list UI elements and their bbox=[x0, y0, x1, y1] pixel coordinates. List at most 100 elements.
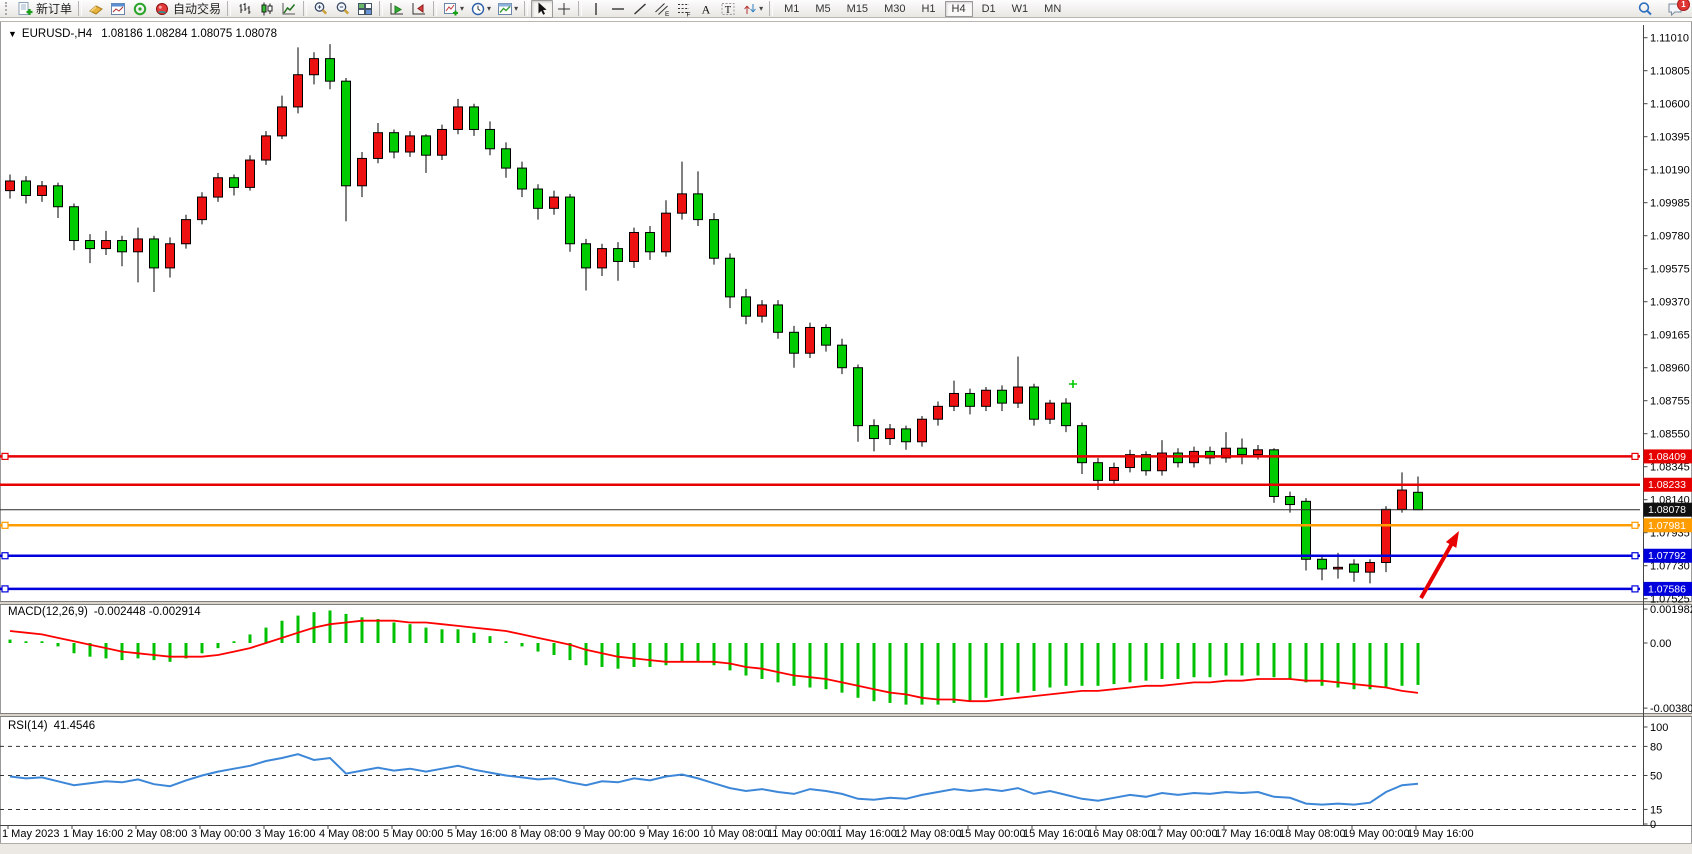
timeframe-H4[interactable]: H4 bbox=[944, 0, 973, 17]
chart-window-button[interactable] bbox=[107, 0, 129, 18]
notifications-button[interactable]: 1 bbox=[1664, 0, 1690, 18]
chart-window-icon bbox=[111, 2, 126, 15]
timeframe-group: M1 M5 M15 M30 H1 H4 D1 W1 MN bbox=[776, 0, 1069, 17]
hline-handle[interactable] bbox=[1631, 521, 1639, 529]
candle-bear bbox=[821, 326, 831, 346]
one-click-trading-arrow[interactable]: ▼ bbox=[8, 29, 17, 39]
price-badge-text: 1.07792 bbox=[1648, 550, 1686, 562]
hline-handle[interactable] bbox=[1, 552, 9, 560]
candle-bear bbox=[869, 425, 879, 440]
rsi-name: RSI(14) bbox=[8, 720, 48, 732]
ohlc-values-text: 1.08186 1.08284 1.08075 1.08078 bbox=[101, 28, 278, 40]
new-order-button[interactable]: 新订单 bbox=[14, 0, 75, 18]
search-icon bbox=[1638, 1, 1652, 15]
candle-bull bbox=[5, 180, 15, 192]
hline-handle[interactable] bbox=[1631, 452, 1639, 461]
equidistant-channel-tool-button[interactable]: E bbox=[651, 0, 673, 18]
indicators-dropdown-caret: ▾ bbox=[460, 4, 465, 13]
periods-button[interactable]: ▾ bbox=[467, 0, 494, 18]
trend-arrow-annotation[interactable] bbox=[1419, 540, 1455, 599]
price-tick-label: 1.09165 bbox=[1650, 330, 1690, 342]
candle-bear bbox=[469, 106, 479, 130]
svg-text:T: T bbox=[725, 5, 732, 16]
candle-bear bbox=[565, 196, 575, 245]
candle-bear bbox=[517, 167, 527, 190]
zoom-out-icon bbox=[336, 1, 350, 15]
candle-bear bbox=[709, 219, 719, 259]
timeframe-M30[interactable]: M30 bbox=[884, 2, 906, 15]
zoom-out-button[interactable] bbox=[332, 0, 354, 18]
text-tool-button[interactable]: A bbox=[695, 0, 717, 18]
bar-chart-mode-button[interactable] bbox=[234, 0, 256, 18]
time-axis-label: 1 May 16:00 bbox=[63, 828, 124, 840]
timeframe-D1[interactable]: D1 bbox=[981, 2, 996, 15]
candle-bear bbox=[1349, 563, 1359, 573]
price-tick-label: 1.09370 bbox=[1650, 297, 1690, 309]
indicators-button[interactable]: ▾ bbox=[440, 0, 467, 18]
pane-divider-1[interactable] bbox=[0, 601, 1692, 605]
chart-shift-button[interactable] bbox=[408, 0, 430, 18]
candle-bull bbox=[917, 418, 927, 443]
hline-handle[interactable] bbox=[1631, 585, 1639, 593]
pane-divider-2[interactable] bbox=[0, 713, 1692, 717]
timeframe-M1[interactable]: M1 bbox=[784, 2, 800, 15]
hline-handle[interactable] bbox=[1, 585, 9, 593]
candle-bull bbox=[437, 128, 447, 156]
candle-bear bbox=[837, 344, 847, 369]
horizontal-line-tool-button[interactable] bbox=[607, 0, 629, 18]
time-axis-label: 4 May 08:00 bbox=[319, 828, 380, 840]
search-button[interactable] bbox=[1634, 0, 1656, 18]
hline-handle[interactable] bbox=[1, 452, 9, 461]
candlestick-mode-button[interactable] bbox=[256, 0, 278, 18]
crosshair-tool-button[interactable] bbox=[553, 0, 575, 18]
candle-bull bbox=[261, 135, 271, 161]
fibonacci-tool-button[interactable]: F bbox=[673, 0, 695, 18]
toolbar-grip[interactable] bbox=[5, 2, 10, 15]
price-badge-1.07586 bbox=[1643, 581, 1692, 596]
line-chart-mode-button[interactable] bbox=[278, 0, 300, 18]
timeframe-M5[interactable]: M5 bbox=[815, 2, 831, 15]
candle-bear bbox=[421, 135, 431, 156]
candle-bear bbox=[149, 238, 159, 269]
trendline-tool-button[interactable] bbox=[629, 0, 651, 18]
clock-icon bbox=[471, 2, 485, 15]
cursor-icon bbox=[538, 2, 547, 15]
market-watch-button[interactable] bbox=[85, 0, 107, 18]
timeframe-M15[interactable]: M15 bbox=[846, 2, 869, 15]
candle-bear bbox=[85, 240, 95, 250]
candle-bull bbox=[405, 135, 415, 153]
candle-bull bbox=[1109, 467, 1119, 481]
toolbar-separator bbox=[227, 1, 232, 16]
line-chart-icon bbox=[282, 2, 296, 14]
candle-bull bbox=[1333, 566, 1343, 570]
vertical-line-tool-button[interactable] bbox=[585, 0, 607, 18]
hline-handle[interactable] bbox=[1631, 552, 1639, 560]
arrows-tool-button[interactable]: ▾ bbox=[739, 0, 766, 18]
time-axis-label: 19 May 16:00 bbox=[1407, 828, 1474, 840]
cursor-tool-button[interactable] bbox=[531, 0, 554, 18]
macd-tick-label: 0.00 bbox=[1650, 638, 1671, 650]
timeframe-H1[interactable]: H1 bbox=[921, 2, 936, 15]
green-cross-marker[interactable] bbox=[1069, 380, 1077, 388]
timeframe-W1[interactable]: W1 bbox=[1011, 2, 1029, 15]
timeframe-MN[interactable]: MN bbox=[1044, 2, 1062, 15]
candle-bear bbox=[693, 193, 703, 221]
templates-button[interactable]: ▾ bbox=[494, 0, 521, 18]
svg-text:E: E bbox=[665, 11, 670, 17]
hline-handle[interactable] bbox=[1, 521, 9, 529]
macd-tick-label: 0.001982 bbox=[1650, 604, 1692, 616]
auto-trading-button[interactable]: 自动交易 bbox=[151, 0, 224, 18]
ohlc-bars-icon bbox=[239, 2, 251, 14]
text-label-tool-button[interactable]: T bbox=[717, 0, 739, 18]
candle-bear bbox=[901, 428, 911, 443]
zoom-in-button[interactable] bbox=[310, 0, 332, 18]
refresh-button[interactable] bbox=[129, 0, 151, 18]
auto-scroll-button[interactable] bbox=[386, 0, 408, 18]
time-axis-label: 18 May 08:00 bbox=[1279, 828, 1346, 840]
candle-bull bbox=[309, 58, 319, 76]
rsi-tick-label: 15 bbox=[1650, 804, 1662, 816]
trend-arrow-head[interactable] bbox=[1445, 531, 1459, 548]
zoom-in-icon bbox=[314, 1, 328, 15]
tile-windows-button[interactable] bbox=[354, 0, 376, 18]
